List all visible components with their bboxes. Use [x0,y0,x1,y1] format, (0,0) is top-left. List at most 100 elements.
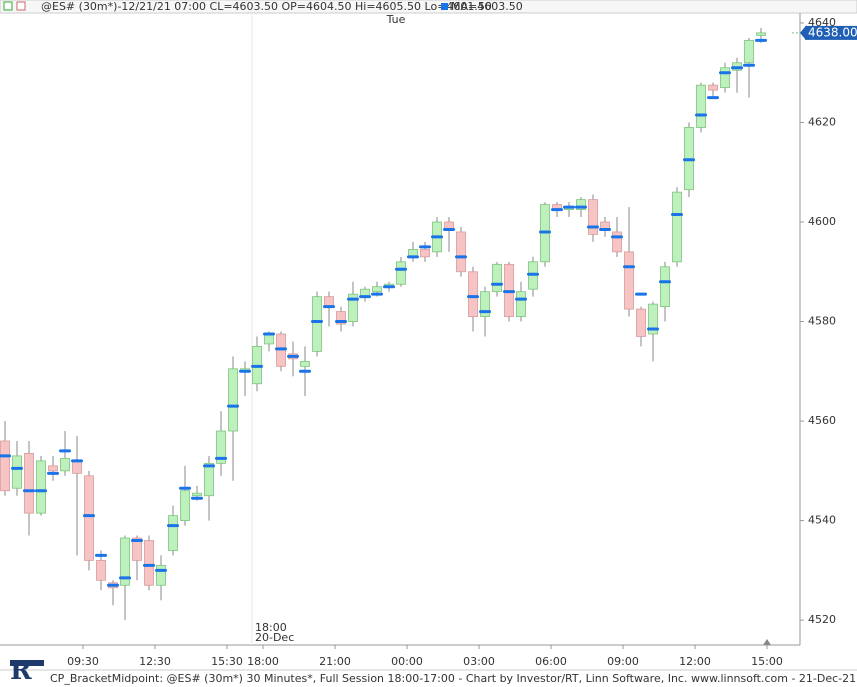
x-tick-label: 09:00 [607,655,639,668]
ma-mark [743,63,755,67]
ma-mark [707,96,719,100]
candle-body [300,360,310,367]
last-price-label: 4638.00 [808,25,857,39]
candle-body [84,475,94,561]
candle-body [468,271,478,317]
ma-mark [107,583,119,587]
ma-mark [179,486,191,490]
x-tick-label: 06:00 [535,655,567,668]
x-tick-label: 18:00 [247,655,279,668]
ma-mark [59,449,71,453]
candle-body [192,492,202,497]
ma-mark [599,227,611,231]
ma-mark [371,292,383,296]
ma-mark [83,514,95,518]
y-tick-label: 4540 [808,514,836,527]
candle-body [72,460,82,474]
legend-icon [16,1,26,11]
x-tick-label: 15:00 [751,655,783,668]
ma-mark [419,245,431,249]
ma-mark [731,66,743,70]
y-tick-label: 4520 [808,613,836,626]
footer-text: CP_BracketMidpoint: @ES# (30m*) 30 Minut… [50,672,857,685]
ma-mark [143,563,155,567]
ma-mark [455,255,467,259]
ma-mark [119,576,131,580]
ma-mark [539,230,551,234]
ma-mark [503,290,515,294]
candle-body [492,263,502,293]
ma-mark [515,297,527,301]
ma-mark [431,235,443,239]
ma-mark [551,208,563,212]
candle-body [660,266,670,308]
ma-mark [299,369,311,373]
candle-body [144,540,154,586]
ma-mark [671,213,683,217]
ma-mark [239,369,251,373]
ma-mark [479,310,491,314]
candle-body [612,231,622,253]
ma-mark [575,205,587,209]
ma-mark [71,459,83,463]
candle-body [624,251,634,310]
x-tick-label: 12:00 [679,655,711,668]
ma-mark [275,347,287,351]
candle-body [756,32,766,36]
candle-body [744,39,754,64]
x-tick-label: 00:00 [391,655,423,668]
ma-mark [719,71,731,75]
session-time: 18:00 [255,621,287,634]
ma-mark [311,320,323,324]
candle-body [216,430,226,464]
candle-body [636,308,646,337]
candle-body [720,67,730,89]
day-label: Tue [386,13,406,26]
x-tick-label: 15:30 [211,655,243,668]
ma-mark [11,466,23,470]
ma-mark [467,295,479,299]
session-date: 20-Dec [255,631,294,644]
ma-mark [347,297,359,301]
candle-body [456,231,466,273]
candle-body [480,291,490,317]
candle-body [156,564,166,586]
ma-mark [407,255,419,259]
candle-body [120,537,130,586]
candle-body [696,84,706,128]
ma-mark [191,496,203,500]
candle-body [516,291,526,317]
ma-mark [47,471,59,475]
ma-mark [323,305,335,309]
ma-mark [155,568,167,572]
candle-body [204,462,214,497]
ma-mark [587,225,599,229]
ma-mark [383,285,395,289]
candle-body [672,191,682,263]
candle-body [396,261,406,285]
ma-mark [491,282,503,286]
ma-mark [203,464,215,468]
ma-mark [35,489,47,493]
last-price-arrow [800,26,805,39]
y-tick-label: 4580 [808,315,836,328]
y-tick-label: 4640 [808,16,836,29]
x-tick-label: 12:30 [139,655,171,668]
logo: R [10,656,44,686]
ma-mark [527,272,539,276]
legend-icon [3,1,13,11]
ma-mark [359,295,371,299]
candle-body [336,311,346,325]
candle-body [228,368,238,432]
y-tick-label: 4620 [808,115,836,128]
logo-bar [10,660,44,666]
ma-mark [131,538,143,542]
candle-body [60,457,70,472]
candle-body [372,286,382,293]
ma-mark [95,553,107,557]
ma-mark [251,364,263,368]
candle-body [420,248,430,258]
x-tick-label: 21:00 [319,655,351,668]
candle-body [48,465,58,472]
